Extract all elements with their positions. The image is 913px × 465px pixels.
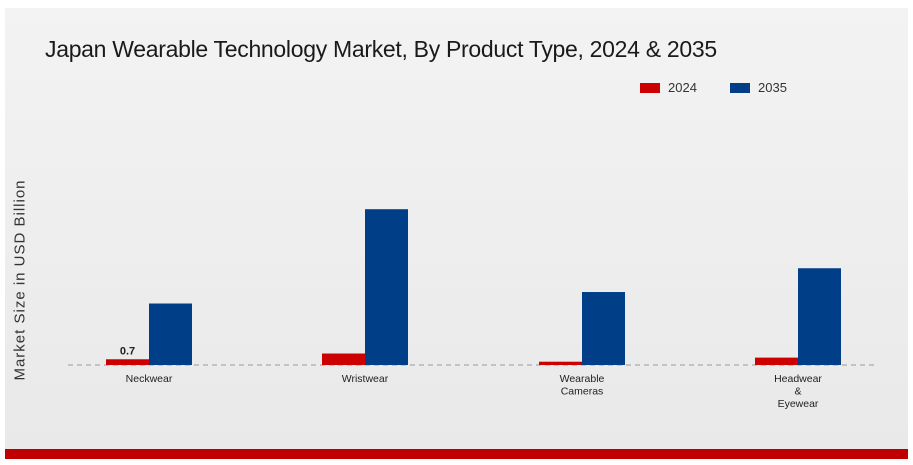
x-tick-label: Wearable Cameras: [560, 373, 605, 398]
legend-item-2024: 2024: [640, 80, 697, 95]
legend-label-2035: 2035: [758, 80, 787, 95]
bar-2024-wristwear: [322, 353, 365, 365]
bar-2035-wearable-cameras: [582, 292, 625, 365]
legend-item-2035: 2035: [730, 80, 787, 95]
x-tick-label: Headwear & Eyewear: [774, 373, 822, 410]
bar-2035-wristwear: [365, 209, 408, 365]
bars-group: [106, 209, 841, 365]
chart-title: Japan Wearable Technology Market, By Pro…: [45, 36, 717, 62]
bar-2035-headwear--eyewear: [798, 268, 841, 365]
footer-accent-bar: [5, 449, 908, 459]
data-label: 0.7: [120, 345, 135, 357]
x-tick-label: Neckwear: [126, 373, 173, 385]
legend-label-2024: 2024: [668, 80, 697, 95]
labels-group: Neckwear Wristwear Wearable Cameras Headwear…: [120, 345, 823, 410]
x-tick-label: Wristwear: [342, 373, 389, 385]
bar-2024-wearable-cameras: [539, 361, 582, 365]
legend-swatch-2024: [640, 82, 660, 93]
bar-2024-neckwear: [106, 359, 149, 365]
bar-2024-headwear--eyewear: [755, 357, 798, 365]
bar-2035-neckwear: [149, 303, 192, 365]
legend-swatch-2035: [730, 82, 750, 93]
chart-background: [5, 8, 908, 449]
